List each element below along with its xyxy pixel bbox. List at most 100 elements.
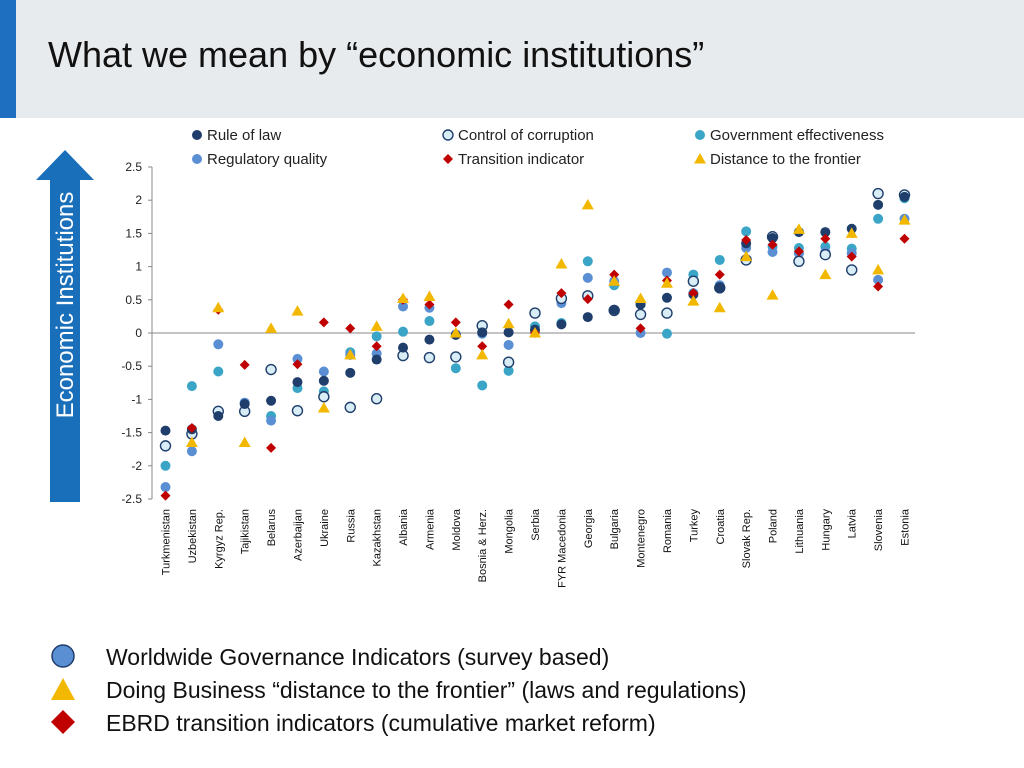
point-control-of-corruption <box>318 391 330 403</box>
y-tick-label: -1 <box>131 392 142 406</box>
y-tick-label: 1.5 <box>125 226 142 240</box>
point-distance-to-the-frontier <box>660 277 673 288</box>
point-transition-indicator <box>582 294 593 305</box>
point-transition-indicator <box>450 317 461 328</box>
yellow-triangle-icon <box>51 678 75 700</box>
y-tick-label: 0 <box>135 326 142 340</box>
point-distance-to-the-frontier <box>845 227 858 238</box>
category-label: Croatia <box>715 508 727 544</box>
bottom-legend-text: EBRD transition indicators (cumulative m… <box>106 710 656 736</box>
point-transition-indicator <box>820 233 831 244</box>
legend-label-transition-indicator: Transition indicator <box>458 151 584 168</box>
category-label: Georgia <box>583 508 595 548</box>
arrow-label: Economic Institutions <box>52 191 79 419</box>
chart-points <box>159 187 911 501</box>
bottom-legend: Worldwide Governance Indicators (survey … <box>40 640 1020 739</box>
point-government-effectiveness <box>714 254 725 265</box>
point-regulatory-quality <box>582 272 593 283</box>
point-transition-indicator <box>186 422 197 433</box>
point-government-effectiveness <box>424 316 435 327</box>
point-control-of-corruption <box>450 351 462 363</box>
category-label: Bulgaria <box>609 508 621 549</box>
point-transition-indicator <box>556 288 567 299</box>
category-label: Kyrgyz Rep. <box>213 509 225 569</box>
point-rule-of-law <box>661 292 672 303</box>
category-label: Montenegro <box>636 509 648 568</box>
category-label: Russia <box>345 508 357 543</box>
legend-label-rule-of-law: Rule of law <box>207 127 281 144</box>
point-rule-of-law <box>318 375 329 386</box>
y-tick-label: -2.5 <box>121 492 142 506</box>
point-rule-of-law <box>503 327 514 338</box>
red-diamond-icon <box>51 710 75 734</box>
point-transition-indicator <box>741 235 752 246</box>
point-regulatory-quality <box>503 339 514 350</box>
point-transition-indicator <box>503 299 514 310</box>
point-transition-indicator <box>266 442 277 453</box>
point-rule-of-law <box>345 367 356 378</box>
point-government-effectiveness <box>186 381 197 392</box>
point-rule-of-law <box>477 327 488 338</box>
page-title: What we mean by “economic institutions” <box>48 34 705 75</box>
point-rule-of-law <box>899 191 910 202</box>
point-transition-indicator <box>239 359 250 370</box>
legend-marker-regulatory-quality <box>192 154 202 164</box>
point-regulatory-quality <box>186 446 197 457</box>
point-distance-to-the-frontier <box>265 322 278 333</box>
point-distance-to-the-frontier <box>766 289 779 300</box>
point-government-effectiveness <box>450 363 461 374</box>
point-distance-to-the-frontier <box>634 292 647 303</box>
legend-label-government-effectiveness: Government effectiveness <box>710 127 884 144</box>
point-distance-to-the-frontier <box>185 436 198 448</box>
legend-label-distance-to-the-frontier: Distance to the frontier <box>710 151 861 168</box>
point-government-effectiveness <box>873 213 884 224</box>
point-distance-to-the-frontier <box>238 436 251 448</box>
category-label: Uzbekistan <box>187 509 199 563</box>
point-distance-to-the-frontier <box>872 263 885 275</box>
point-control-of-corruption <box>793 255 805 267</box>
category-label: Albania <box>398 508 410 546</box>
point-transition-indicator <box>767 239 778 250</box>
point-government-effectiveness <box>582 256 593 267</box>
point-rule-of-law <box>160 425 171 436</box>
point-transition-indicator <box>899 233 910 244</box>
point-control-of-corruption <box>687 275 700 287</box>
legend-marker-rule-of-law <box>192 130 202 140</box>
legend-label-regulatory-quality: Regulatory quality <box>207 151 328 168</box>
point-control-of-corruption <box>502 356 515 368</box>
point-government-effectiveness <box>398 326 409 337</box>
point-regulatory-quality <box>213 339 224 350</box>
category-label: Kazakhstan <box>372 509 384 566</box>
bottom-legend-row-db: Doing Business “distance to the frontier… <box>40 673 1020 706</box>
bottom-legend-row-wgi: Worldwide Governance Indicators (survey … <box>40 640 1020 673</box>
point-distance-to-the-frontier <box>212 301 225 313</box>
point-rule-of-law <box>292 377 303 388</box>
category-label: Romania <box>662 508 674 553</box>
point-distance-to-the-frontier <box>529 327 541 338</box>
category-label: Turkey <box>688 509 700 543</box>
point-distance-to-the-frontier <box>608 275 621 286</box>
category-label: Moldova <box>451 508 463 550</box>
bottom-legend-text: Doing Business “distance to the frontier… <box>106 677 747 703</box>
point-distance-to-the-frontier <box>502 317 515 329</box>
y-tick-label: 0.5 <box>125 293 142 307</box>
legend-label-control-of-corruption: Control of corruption <box>458 127 594 144</box>
point-transition-indicator <box>688 288 699 299</box>
y-tick-label: -2 <box>131 459 142 473</box>
point-rule-of-law <box>609 304 620 315</box>
point-regulatory-quality <box>318 366 329 377</box>
y-tick-label: -1.5 <box>121 426 142 440</box>
point-control-of-corruption <box>344 401 356 414</box>
point-rule-of-law <box>398 342 409 353</box>
point-government-effectiveness <box>371 331 382 342</box>
category-label: Turkmenistan <box>161 509 173 575</box>
category-label: Slovak Rep. <box>741 509 753 568</box>
point-rule-of-law <box>873 199 884 210</box>
y-tick-label: 1 <box>135 260 142 274</box>
category-label: Mongolia <box>504 508 516 554</box>
category-label: Armenia <box>424 508 436 550</box>
slide-header: What we mean by “economic institutions” <box>0 0 1024 118</box>
point-regulatory-quality <box>160 482 171 493</box>
category-label: Bosnia & Herz. <box>477 509 489 582</box>
point-control-of-corruption <box>661 307 673 319</box>
